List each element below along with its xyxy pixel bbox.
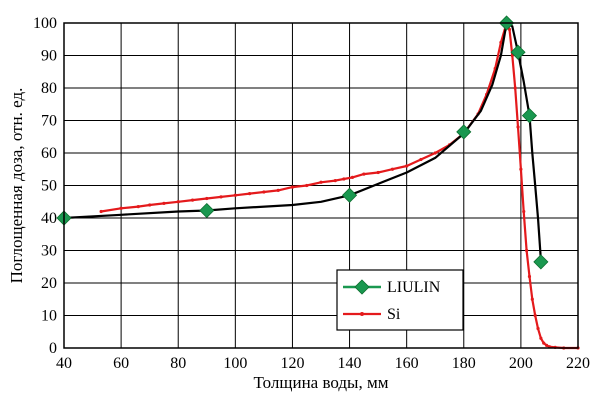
data-point-si — [376, 170, 380, 175]
data-point-si — [99, 209, 103, 214]
x-tick-label: 40 — [56, 355, 72, 372]
data-point-si — [276, 188, 280, 192]
legend: LIULIN Si — [336, 269, 464, 331]
x-tick-label: 180 — [452, 355, 476, 372]
data-point-si — [390, 167, 394, 171]
plot-frame — [63, 22, 579, 349]
y-tick-label: 50 — [41, 178, 57, 195]
data-point-si — [248, 192, 252, 196]
y-tick-label: 90 — [41, 48, 57, 65]
legend-label-liulin: LIULIN — [387, 279, 441, 296]
data-point-si — [362, 172, 366, 176]
data-point-si — [507, 27, 512, 32]
data-point-si — [405, 164, 409, 168]
x-tick-label: 220 — [566, 355, 590, 372]
data-point-liulin — [533, 254, 549, 270]
series-line-si — [100, 21, 578, 350]
legend-marker-liulin — [354, 279, 370, 295]
data-point-si — [513, 86, 517, 90]
data-point-si — [350, 175, 355, 179]
x-tick-label: 100 — [223, 355, 247, 372]
data-point-si — [533, 313, 537, 318]
data-point-si — [530, 297, 534, 301]
data-point-si — [219, 195, 223, 199]
x-tick-label: 120 — [280, 355, 304, 372]
data-point-si — [233, 193, 237, 197]
data-point-si — [148, 203, 152, 207]
data-point-si — [539, 336, 543, 340]
y-tick-label: 80 — [41, 80, 57, 97]
data-point-si — [527, 274, 532, 279]
data-point-si — [290, 185, 295, 189]
y-tick-label: 10 — [41, 308, 57, 325]
x-tick-label: 60 — [113, 355, 129, 372]
data-point-si — [499, 40, 503, 45]
series-line-liulin — [63, 21, 542, 261]
data-point-si — [516, 125, 520, 129]
y-tick-label: 20 — [41, 275, 57, 292]
x-tick-label: 200 — [509, 355, 533, 372]
data-point-si — [136, 205, 140, 209]
data-point-si — [433, 151, 437, 155]
data-point-si — [333, 179, 337, 183]
y-tick-label: 60 — [41, 145, 57, 162]
x-tick-label: 160 — [395, 355, 419, 372]
x-tick-label: 140 — [338, 355, 362, 372]
y-tick-label: 70 — [41, 113, 57, 130]
data-point-si — [262, 190, 266, 194]
data-point-si — [525, 248, 529, 253]
data-point-si — [522, 209, 526, 214]
y-tick-label: 30 — [41, 243, 57, 260]
data-point-si — [342, 177, 346, 181]
series-layer — [56, 15, 580, 350]
data-point-si — [319, 180, 323, 184]
y-axis-title: Поглощенная доза, отн. ед. — [7, 88, 26, 284]
x-axis-title: Толщина воды, мм — [254, 373, 389, 392]
legend-box — [336, 269, 464, 331]
data-point-liulin — [521, 108, 538, 124]
data-point-si — [544, 343, 549, 347]
tick-labels: 40 60 80 100 120 140 160 180 200 220 0 10 20 30 40 50 60… — [33, 15, 590, 372]
legend-label-si: Si — [387, 306, 401, 323]
data-point-liulin — [199, 202, 215, 219]
data-point-liulin — [341, 187, 358, 203]
y-tick-label: 0 — [49, 340, 57, 357]
data-point-si — [542, 341, 546, 345]
y-tick-label: 100 — [33, 15, 57, 32]
data-point-si — [205, 196, 209, 201]
y-tick-label: 40 — [41, 210, 57, 227]
data-point-si — [305, 183, 309, 188]
data-point-si — [536, 326, 540, 331]
data-point-liulin — [510, 44, 526, 60]
data-point-si — [119, 206, 123, 210]
legend-marker-si — [360, 312, 364, 316]
data-point-si — [519, 167, 523, 171]
data-point-si — [176, 200, 180, 204]
x-tick-label: 80 — [170, 355, 186, 372]
data-point-si — [162, 201, 166, 205]
data-point-si — [419, 157, 423, 162]
grid — [63, 22, 579, 349]
data-point-si — [190, 198, 195, 202]
data-point-liulin — [456, 124, 472, 140]
